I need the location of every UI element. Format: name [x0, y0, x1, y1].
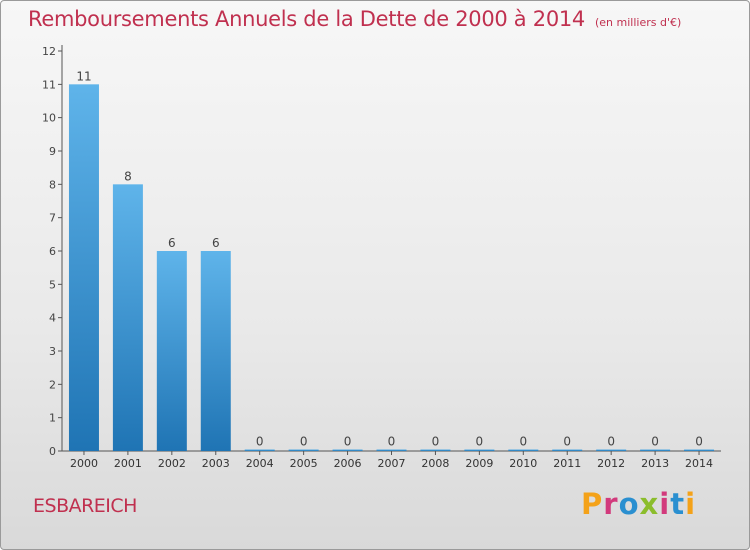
logo-letter: o [618, 487, 640, 521]
x-tick-label: 2013 [641, 457, 669, 470]
proxiti-logo: Proxiti [581, 487, 696, 521]
y-tick-label: 1 [49, 412, 56, 425]
bar [200, 251, 231, 451]
bar-data-label: 6 [168, 236, 176, 250]
bar [156, 251, 187, 451]
x-tick-label: 2004 [246, 457, 274, 470]
bar [332, 449, 363, 451]
bar-data-label: 0 [256, 435, 264, 449]
bar-data-label: 0 [695, 435, 703, 449]
bar-data-label: 0 [300, 435, 308, 449]
x-tick-label: 2009 [465, 457, 493, 470]
bar [684, 449, 715, 451]
bar-data-label: 11 [76, 69, 91, 83]
bar [112, 184, 143, 452]
x-tick-label: 2006 [334, 457, 362, 470]
x-tick-label: 2010 [509, 457, 537, 470]
bar-data-label: 0 [651, 435, 659, 449]
chart-unit: (en milliers d'€) [595, 16, 682, 29]
bar-data-label: 6 [212, 236, 220, 250]
bar-data-label: 0 [607, 435, 615, 449]
logo-letter: P [581, 487, 604, 521]
bar-data-label: 0 [388, 435, 396, 449]
x-tick-label: 2005 [290, 457, 318, 470]
bar [464, 449, 495, 451]
bar [596, 449, 627, 451]
y-tick-label: 2 [49, 378, 56, 391]
y-tick-label: 4 [49, 312, 56, 325]
x-tick-label: 2014 [685, 457, 713, 470]
y-tick-label: 11 [42, 78, 56, 91]
y-tick-label: 12 [42, 45, 56, 58]
commune-name: ESBAREICH [33, 495, 137, 517]
bar-data-label: 0 [344, 435, 352, 449]
x-tick-label: 2007 [378, 457, 406, 470]
bar-data-label: 0 [563, 435, 571, 449]
y-tick-label: 8 [49, 178, 56, 191]
bar-data-label: 0 [432, 435, 440, 449]
x-tick-label: 2003 [202, 457, 230, 470]
y-tick-label: 6 [49, 245, 56, 258]
bar [640, 449, 671, 451]
logo-letter: r [603, 487, 619, 521]
bar [288, 449, 319, 451]
x-tick-label: 2000 [70, 457, 98, 470]
y-tick-label: 9 [49, 145, 56, 158]
bar [376, 449, 407, 451]
bar-data-label: 0 [519, 435, 527, 449]
x-tick-label: 2011 [553, 457, 581, 470]
bar [508, 449, 539, 451]
y-tick-label: 0 [49, 445, 56, 458]
bar-data-label: 8 [124, 169, 132, 183]
chart-title: Remboursements Annuels de la Dette de 20… [28, 7, 681, 31]
bar [244, 449, 275, 451]
y-tick-label: 7 [49, 212, 56, 225]
chart-title-text: Remboursements Annuels de la Dette de 20… [28, 7, 585, 31]
x-tick-label: 2012 [597, 457, 625, 470]
bar [68, 84, 99, 451]
y-tick-label: 10 [42, 112, 56, 125]
logo-letter: x [639, 487, 660, 521]
bar-data-label: 0 [476, 435, 484, 449]
x-tick-label: 2008 [421, 457, 449, 470]
y-tick-label: 3 [49, 345, 56, 358]
logo-letter: i [685, 487, 697, 521]
bar [552, 449, 583, 451]
logo-letter: i [659, 487, 671, 521]
x-tick-label: 2001 [114, 457, 142, 470]
x-tick-label: 2002 [158, 457, 186, 470]
logo-letter: t [670, 487, 686, 521]
y-tick-label: 5 [49, 278, 56, 291]
bar [420, 449, 451, 451]
